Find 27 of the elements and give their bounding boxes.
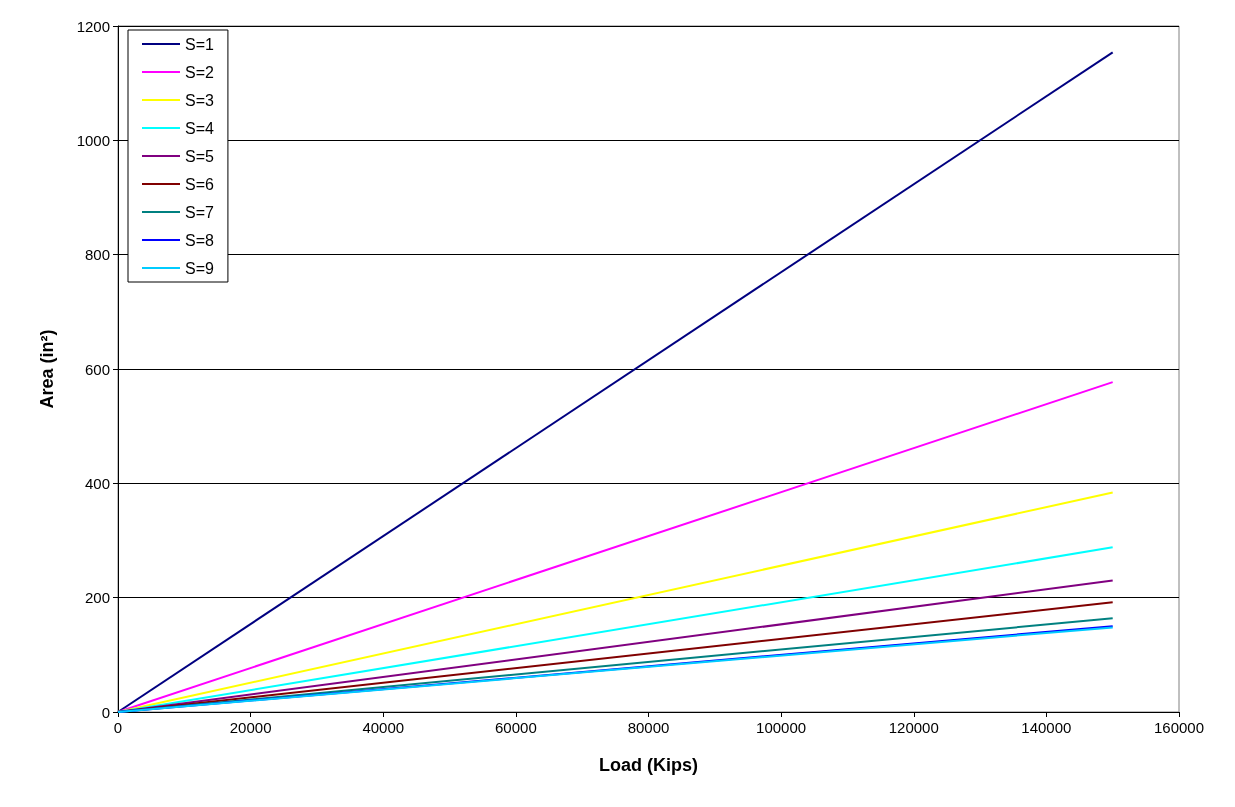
legend-label: S=4 [185,119,215,137]
legend-label: S=2 [185,63,215,81]
y-tick-label: 1000 [76,131,110,149]
legend-label: S=1 [185,35,215,53]
x-tick-label: 160000 [1153,719,1205,736]
x-tick-label: 40000 [362,719,405,736]
x-tick-label: 100000 [756,719,807,736]
x-tick-label: 140000 [1021,719,1072,736]
legend-label: S=6 [185,175,215,193]
legend-label: S=7 [185,203,215,221]
x-tick-label: 60000 [495,719,537,736]
legend-label: S=9 [185,259,215,277]
y-tick-label: 600 [84,360,110,378]
y-tick-label: 200 [84,589,110,607]
legend-label: S=8 [185,231,215,249]
x-tick-label: 0 [113,719,123,736]
x-tick-label: 20000 [229,719,272,736]
y-tick-label: 800 [84,246,110,264]
legend-label: S=5 [185,147,215,165]
x-tick-label: 80000 [627,719,670,736]
x-axis-title: Load (Kips) [599,755,698,775]
y-tick-label: 0 [101,703,110,721]
y-axis-title: Area (in²) [37,329,57,409]
legend-label: S=3 [185,91,215,109]
y-tick-label: 400 [84,474,110,492]
y-tick-label: 1200 [76,17,110,35]
x-tick-label: 120000 [888,719,939,736]
